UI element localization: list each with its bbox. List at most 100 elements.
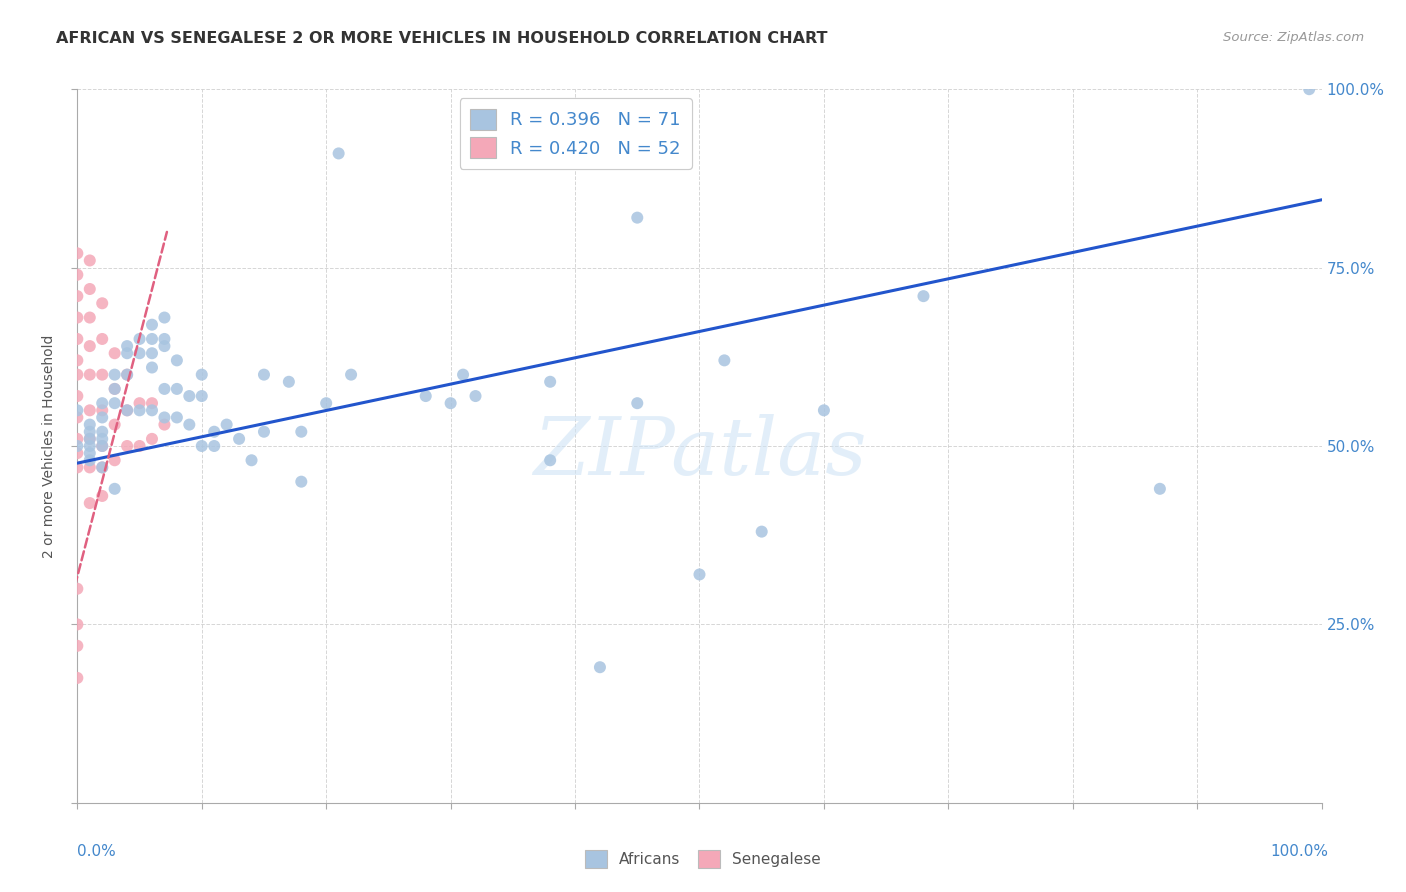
Point bbox=[91, 425, 114, 439]
Point bbox=[153, 417, 176, 432]
Point bbox=[290, 425, 312, 439]
Point bbox=[141, 332, 163, 346]
Point bbox=[79, 453, 101, 467]
Point bbox=[104, 453, 127, 467]
Point bbox=[66, 310, 89, 325]
Point bbox=[66, 403, 89, 417]
Point bbox=[328, 146, 350, 161]
Point bbox=[191, 439, 214, 453]
Point bbox=[253, 425, 276, 439]
Point bbox=[66, 617, 89, 632]
Text: Source: ZipAtlas.com: Source: ZipAtlas.com bbox=[1223, 31, 1364, 45]
Point bbox=[66, 353, 89, 368]
Point bbox=[79, 432, 101, 446]
Point bbox=[464, 389, 486, 403]
Text: 0.0%: 0.0% bbox=[77, 845, 117, 859]
Point bbox=[66, 446, 89, 460]
Point bbox=[79, 368, 101, 382]
Point bbox=[91, 296, 114, 310]
Point bbox=[115, 346, 138, 360]
Point bbox=[66, 289, 89, 303]
Point bbox=[79, 339, 101, 353]
Point bbox=[141, 403, 163, 417]
Point bbox=[128, 403, 150, 417]
Point bbox=[104, 368, 127, 382]
Point bbox=[66, 410, 89, 425]
Text: AFRICAN VS SENEGALESE 2 OR MORE VEHICLES IN HOUSEHOLD CORRELATION CHART: AFRICAN VS SENEGALESE 2 OR MORE VEHICLES… bbox=[56, 31, 828, 46]
Point bbox=[79, 439, 101, 453]
Point bbox=[128, 346, 150, 360]
Point bbox=[153, 310, 176, 325]
Point bbox=[66, 332, 89, 346]
Point bbox=[141, 396, 163, 410]
Point bbox=[66, 389, 89, 403]
Point bbox=[128, 332, 150, 346]
Point bbox=[115, 439, 138, 453]
Point bbox=[104, 346, 127, 360]
Point bbox=[912, 289, 935, 303]
Point bbox=[340, 368, 363, 382]
Point bbox=[91, 489, 114, 503]
Point bbox=[128, 396, 150, 410]
Point bbox=[91, 460, 114, 475]
Point bbox=[538, 453, 561, 467]
Point bbox=[115, 368, 138, 382]
Text: ZIPatlas: ZIPatlas bbox=[533, 415, 866, 491]
Point bbox=[153, 382, 176, 396]
Point bbox=[115, 368, 138, 382]
Point bbox=[66, 432, 89, 446]
Legend: R = 0.396   N = 71, R = 0.420   N = 52: R = 0.396 N = 71, R = 0.420 N = 52 bbox=[460, 98, 692, 169]
Point bbox=[115, 403, 138, 417]
Point bbox=[191, 368, 214, 382]
Point bbox=[91, 403, 114, 417]
Point bbox=[813, 403, 835, 417]
Text: 100.0%: 100.0% bbox=[1271, 845, 1329, 859]
Point bbox=[104, 417, 127, 432]
Point bbox=[79, 403, 101, 417]
Point bbox=[440, 396, 463, 410]
Point bbox=[91, 410, 114, 425]
Point bbox=[166, 353, 188, 368]
Point bbox=[66, 671, 89, 685]
Point bbox=[1298, 82, 1320, 96]
Point bbox=[290, 475, 312, 489]
Point bbox=[451, 368, 474, 382]
Point bbox=[415, 389, 437, 403]
Point bbox=[79, 310, 101, 325]
Point bbox=[91, 439, 114, 453]
Point bbox=[141, 318, 163, 332]
Point bbox=[153, 339, 176, 353]
Point bbox=[79, 282, 101, 296]
Point bbox=[751, 524, 773, 539]
Point bbox=[79, 446, 101, 460]
Point bbox=[153, 332, 176, 346]
Point bbox=[66, 582, 89, 596]
Point bbox=[253, 368, 276, 382]
Point bbox=[191, 389, 214, 403]
Point bbox=[141, 432, 163, 446]
Point bbox=[79, 460, 101, 475]
Point bbox=[179, 417, 201, 432]
Y-axis label: 2 or more Vehicles in Household: 2 or more Vehicles in Household bbox=[42, 334, 56, 558]
Point bbox=[66, 246, 89, 260]
Point bbox=[104, 382, 127, 396]
Point bbox=[626, 211, 648, 225]
Point bbox=[66, 268, 89, 282]
Point bbox=[91, 396, 114, 410]
Point bbox=[66, 439, 89, 453]
Point bbox=[202, 425, 225, 439]
Point bbox=[128, 439, 150, 453]
Point bbox=[104, 382, 127, 396]
Point bbox=[215, 417, 238, 432]
Point bbox=[153, 410, 176, 425]
Point bbox=[689, 567, 711, 582]
Point bbox=[626, 396, 648, 410]
Point bbox=[91, 368, 114, 382]
Point bbox=[91, 439, 114, 453]
Point bbox=[91, 432, 114, 446]
Point bbox=[79, 417, 101, 432]
Point bbox=[589, 660, 612, 674]
Point bbox=[538, 375, 561, 389]
Point bbox=[713, 353, 735, 368]
Point bbox=[66, 460, 89, 475]
